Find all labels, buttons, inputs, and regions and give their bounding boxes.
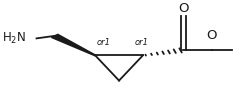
Text: or1: or1 — [96, 38, 110, 47]
Polygon shape — [51, 34, 96, 56]
Text: or1: or1 — [135, 38, 149, 47]
Text: O: O — [206, 29, 217, 42]
Text: O: O — [178, 2, 189, 15]
Text: H$_2$N: H$_2$N — [2, 31, 26, 46]
